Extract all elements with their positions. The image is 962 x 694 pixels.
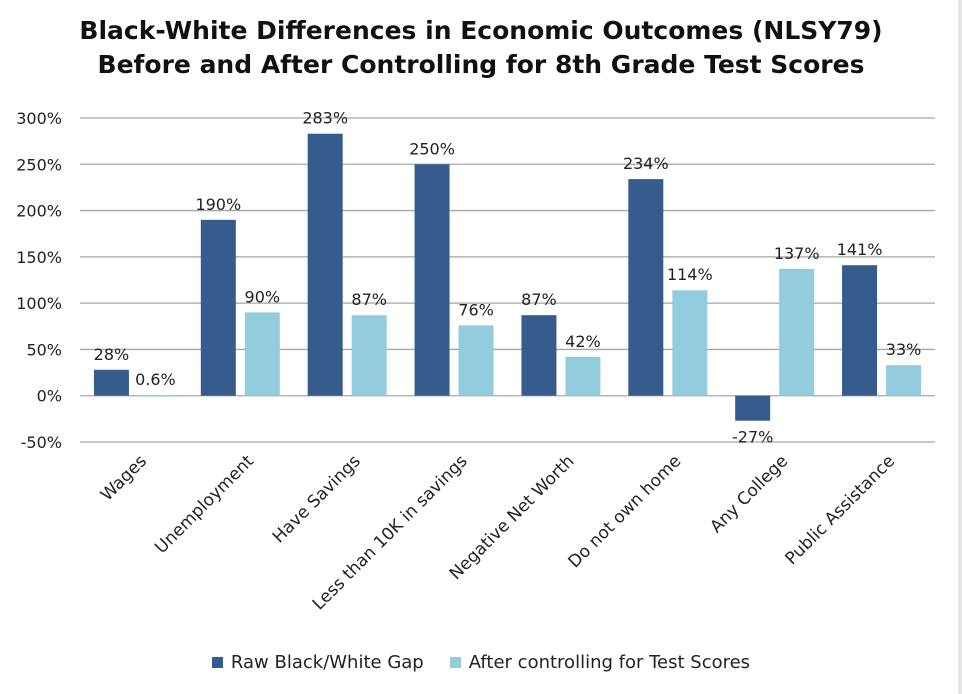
after-control-data-label: 42%: [565, 332, 601, 351]
raw-gap-data-label: 250%: [409, 139, 455, 158]
raw-gap-data-label: 234%: [623, 154, 669, 173]
y-tick-label: 200%: [16, 202, 62, 221]
raw-gap-bar: [200, 219, 236, 396]
after-control-data-label: 33%: [886, 340, 922, 359]
raw-gap-data-label: 190%: [195, 195, 241, 214]
legend-label-after: After controlling for Test Scores: [468, 652, 751, 673]
legend-swatch-raw: [211, 657, 223, 668]
raw-gap-data-label: -27%: [732, 428, 773, 447]
raw-gap-bar: [735, 395, 771, 421]
after-control-bar: [244, 312, 280, 396]
after-control-data-label: 90%: [245, 287, 281, 306]
legend: Raw Black/White Gap After controlling fo…: [0, 652, 962, 673]
x-category-label: Have Savings: [269, 451, 365, 547]
y-tick-label: 100%: [16, 294, 62, 313]
y-tick-label: 50%: [26, 340, 62, 359]
raw-gap-data-label: 87%: [521, 290, 557, 309]
after-control-bar: [886, 365, 922, 396]
x-category-label: Wages: [97, 451, 151, 505]
raw-gap-bar: [93, 369, 129, 396]
raw-gap-bar: [628, 179, 664, 396]
chart-subtitle: Before and After Controlling for 8th Gra…: [97, 50, 865, 79]
y-tick-label: 0%: [37, 387, 62, 406]
y-tick-label: 150%: [16, 248, 62, 267]
after-control-bar: [565, 356, 601, 396]
raw-gap-data-label: 283%: [302, 109, 348, 128]
y-tick-label: -50%: [21, 433, 62, 452]
legend-swatch-after: [449, 657, 461, 668]
raw-gap-bar: [842, 265, 878, 396]
x-category-label: Do not own home: [565, 451, 686, 572]
x-category-label: Public Assistance: [781, 451, 899, 569]
raw-gap-data-label: 141%: [837, 240, 883, 259]
x-category-label: Any College: [706, 451, 792, 537]
chart-title: Black-White Differences in Economic Outc…: [0, 14, 962, 82]
after-control-bar: [137, 395, 173, 397]
after-control-bar: [779, 268, 815, 396]
legend-item-raw: Raw Black/White Gap: [211, 652, 424, 673]
after-control-bar: [458, 325, 494, 396]
y-tick-label: 300%: [16, 109, 62, 128]
after-control-data-label: 76%: [458, 300, 494, 319]
raw-gap-bar: [307, 133, 343, 396]
raw-gap-bar: [521, 315, 557, 396]
x-category-label: Unemployment: [151, 451, 258, 558]
legend-label-raw: Raw Black/White Gap: [230, 652, 424, 673]
after-control-bar: [351, 315, 387, 396]
y-tick-label: 250%: [16, 155, 62, 174]
legend-item-after: After controlling for Test Scores: [449, 652, 751, 673]
chart-title-line1: Black-White Differences in Economic Outc…: [79, 16, 883, 45]
after-control-data-label: 137%: [774, 244, 820, 263]
after-control-data-label: 0.6%: [135, 370, 176, 389]
after-control-data-label: 114%: [667, 265, 713, 284]
raw-gap-data-label: 28%: [94, 345, 130, 364]
after-control-data-label: 87%: [351, 290, 387, 309]
raw-gap-bar: [414, 164, 450, 396]
after-control-bar: [672, 290, 708, 396]
